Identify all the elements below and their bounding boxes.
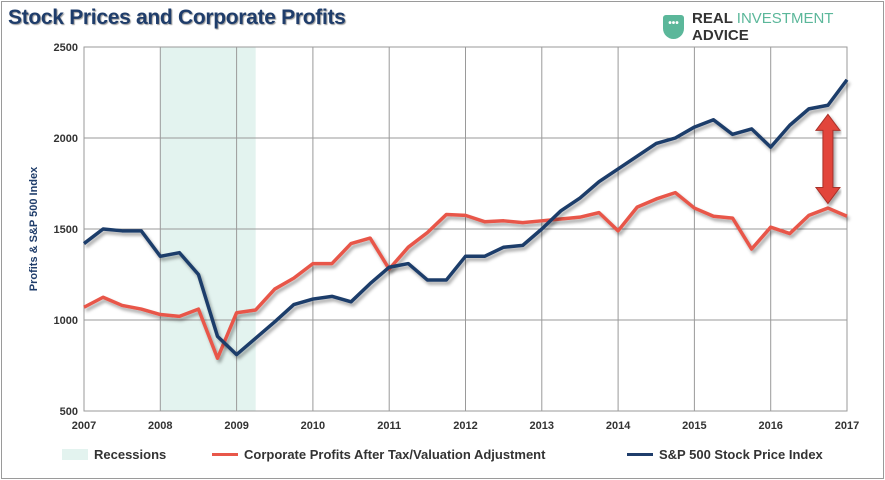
shield-icon: •••	[663, 15, 685, 39]
y-tick-label: 2500	[54, 42, 78, 54]
x-tick-label: 2008	[148, 420, 172, 432]
double-arrow-annotation	[814, 113, 841, 205]
x-tick-label: 2015	[682, 420, 706, 432]
legend-item-profits: Corporate Profits After Tax/Valuation Ad…	[212, 447, 545, 462]
legend-item-sp500: S&P 500 Stock Price Index	[627, 447, 823, 462]
brand-word-1: REAL	[692, 10, 733, 27]
legend-swatch	[212, 453, 238, 456]
y-tick-label: 1000	[54, 315, 78, 327]
x-tick-label: 2013	[530, 420, 554, 432]
legend-label: Corporate Profits After Tax/Valuation Ad…	[244, 447, 546, 462]
x-tick-label: 2010	[301, 420, 325, 432]
legend-item-recessions: Recessions	[62, 447, 166, 462]
x-tick-label: 2014	[606, 420, 631, 432]
legend-swatch	[62, 449, 88, 460]
brand-logo: ••• REAL INVESTMENT ADVICE	[663, 10, 885, 44]
legend-label: Recessions	[94, 447, 167, 462]
chart-title: Stock Prices and Corporate Profits	[8, 6, 346, 29]
x-tick-label: 2007	[72, 420, 96, 432]
x-tick-label: 2009	[224, 420, 248, 432]
x-tick-label: 2016	[758, 420, 782, 432]
y-tick-label: 1500	[54, 224, 78, 236]
brand-word-3: ADVICE	[692, 27, 749, 44]
x-tick-label: 2017	[835, 420, 859, 432]
legend-swatch	[627, 453, 653, 456]
legend-label: S&P 500 Stock Price Index	[659, 447, 823, 462]
brand-word-2: INVESTMENT	[736, 10, 834, 27]
y-axis-label: Profits & S&P 500 Index	[28, 166, 40, 291]
y-tick-label: 2000	[54, 133, 78, 145]
x-tick-label: 2012	[453, 420, 477, 432]
y-tick-label: 500	[60, 406, 78, 418]
x-tick-label: 2011	[377, 420, 401, 432]
plot-border	[83, 46, 848, 412]
